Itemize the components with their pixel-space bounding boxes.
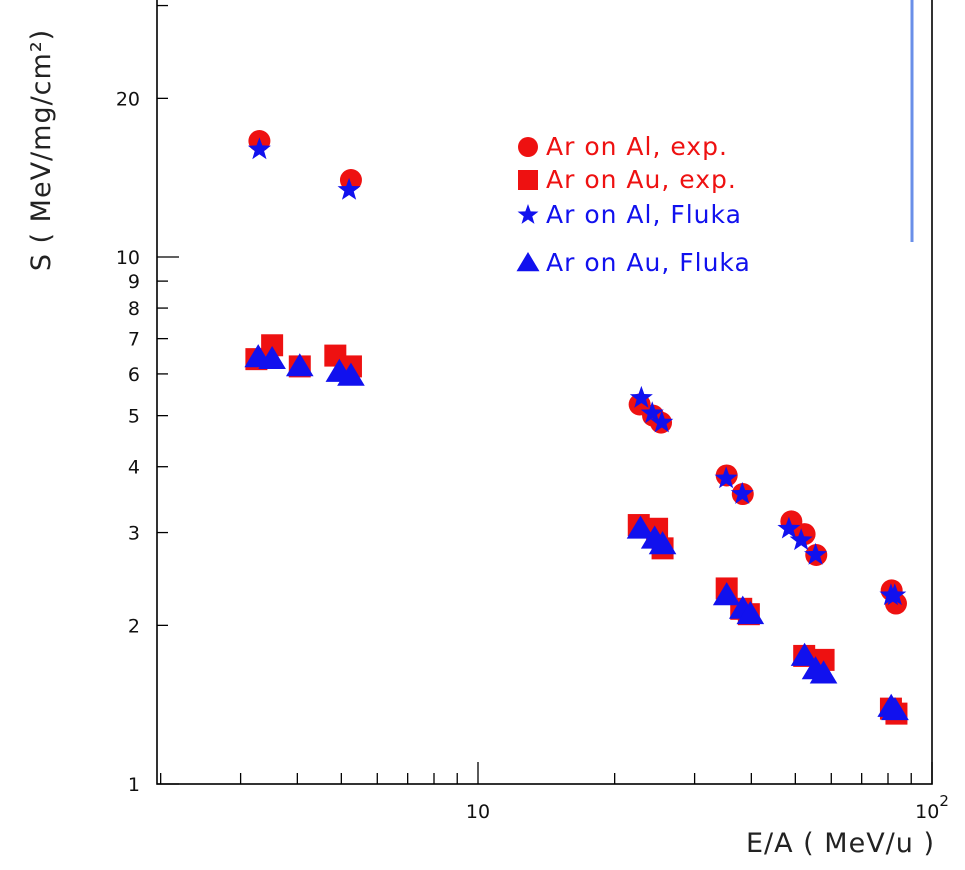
y-tick-label: 8 bbox=[128, 298, 140, 320]
y-tick-label: 9 bbox=[128, 271, 140, 293]
y-tick-label: 7 bbox=[128, 329, 140, 351]
y-axis-title: S ( MeV/mg/cm²) bbox=[26, 29, 57, 271]
y-tick-label: 20 bbox=[116, 88, 140, 110]
y-tick-label: 2 bbox=[128, 615, 140, 637]
y-tick-label: 3 bbox=[128, 523, 140, 545]
legend: Ar on Al, exp. Ar on Au, exp. Ar on Al, Fl… bbox=[517, 132, 751, 277]
legend-label: Ar on Au, exp. bbox=[546, 165, 737, 194]
y-tick-label: 5 bbox=[128, 406, 140, 428]
legend-label: Ar on Au, Fluka bbox=[546, 248, 751, 277]
x-tick-label-exponent: 2 bbox=[939, 792, 949, 810]
y-tick-label: 10 bbox=[116, 247, 140, 269]
legend-label: Ar on Al, Fluka bbox=[546, 200, 742, 229]
legend-marker-circle bbox=[518, 137, 538, 157]
x-axis-title: E/A ( MeV/u ) bbox=[746, 828, 935, 859]
x-tick-label-base: 10 bbox=[915, 801, 939, 823]
legend-label: Ar on Al, exp. bbox=[546, 132, 728, 161]
legend-marker-square bbox=[518, 170, 538, 190]
y-tick-label: 6 bbox=[128, 364, 140, 386]
y-tick-label: 4 bbox=[128, 457, 140, 479]
x-tick-label: 10 bbox=[466, 801, 490, 823]
y-tick-label: 1 bbox=[128, 774, 140, 796]
x-tick-label-base: 10 bbox=[466, 801, 490, 823]
